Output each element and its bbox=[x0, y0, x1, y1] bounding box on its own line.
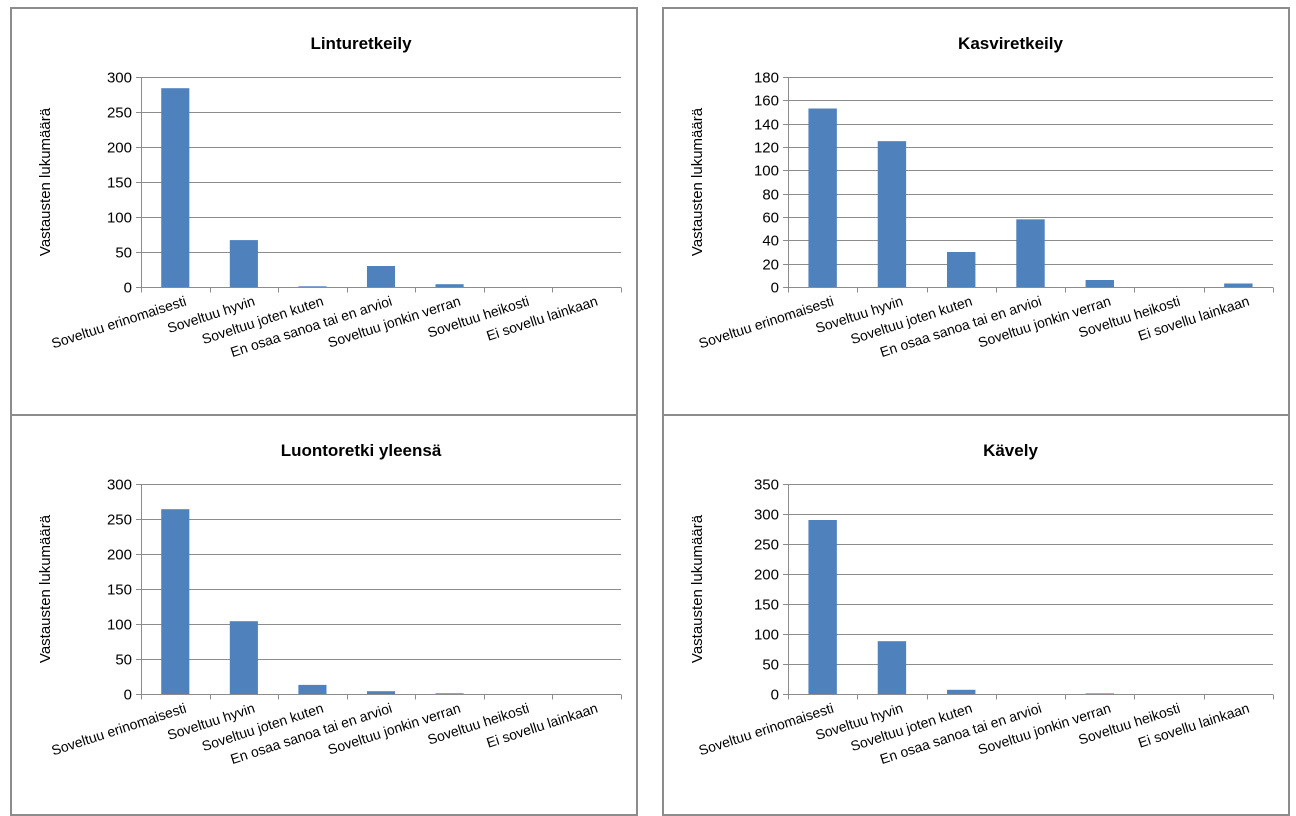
y-tick-label: 150 bbox=[107, 175, 132, 192]
y-tick-label: 160 bbox=[754, 93, 779, 110]
y-tick-label: 0 bbox=[124, 687, 132, 704]
y-tick-label: 0 bbox=[771, 280, 779, 297]
y-tick-label: 100 bbox=[754, 163, 779, 180]
y-tick-label: 50 bbox=[762, 657, 779, 674]
chart-luontoretki-yleensa: Luontoretki yleensä Vastausten lukumäärä 0… bbox=[37, 441, 622, 767]
bar bbox=[808, 520, 837, 694]
bar bbox=[1085, 280, 1114, 287]
chart-panel-linturetkeily: Linturetkeily Vastausten lukumäärä 0 50 100 1… bbox=[10, 7, 638, 416]
y-tick-label: 50 bbox=[115, 245, 132, 262]
bar bbox=[947, 252, 976, 287]
bar bbox=[947, 689, 976, 694]
chart-linturetkeily: Linturetkeily Vastausten lukumäärä 0 50 100 1… bbox=[37, 34, 622, 360]
y-tick-label: 350 bbox=[754, 477, 779, 494]
y-tick-label: 60 bbox=[762, 210, 779, 227]
y-tick-label: 200 bbox=[754, 567, 779, 584]
bar bbox=[1224, 283, 1253, 287]
bar bbox=[435, 284, 464, 287]
y-axis-title: Vastausten lukumäärä bbox=[37, 107, 54, 256]
y-tick-label: 120 bbox=[754, 140, 779, 157]
chart-title: Kasviretkeily bbox=[958, 34, 1063, 53]
y-axis-title: Vastausten lukumäärä bbox=[37, 514, 54, 663]
bar bbox=[366, 691, 396, 694]
bar bbox=[1085, 693, 1114, 694]
y-tick-label: 300 bbox=[107, 477, 132, 494]
y-tick-label: 250 bbox=[754, 537, 779, 554]
chart-kasviretkeily: Kasviretkeily Vastausten lukumäärä 0 20 40 60… bbox=[689, 34, 1274, 360]
bar bbox=[298, 684, 327, 694]
bar bbox=[808, 108, 837, 287]
y-tick-label: 0 bbox=[771, 687, 779, 704]
bar bbox=[298, 286, 327, 287]
y-axis-title: Vastausten lukumäärä bbox=[689, 107, 706, 256]
y-tick-label: 20 bbox=[762, 257, 779, 274]
bar bbox=[877, 141, 907, 287]
y-tick-label: 250 bbox=[107, 105, 132, 122]
y-tick-label: 100 bbox=[754, 627, 779, 644]
bar bbox=[366, 266, 396, 287]
y-tick-label: 40 bbox=[762, 233, 779, 250]
y-tick-label: 200 bbox=[107, 140, 132, 157]
y-tick-label: 300 bbox=[107, 70, 132, 87]
y-tick-label: 100 bbox=[107, 210, 132, 227]
chart-panel-kasviretkeily: Kasviretkeily Vastausten lukumäärä 0 20 40 60… bbox=[662, 7, 1290, 416]
y-tick-label: 80 bbox=[762, 187, 779, 204]
y-tick-label: 180 bbox=[754, 70, 779, 87]
bar bbox=[161, 509, 190, 694]
y-tick-label: 200 bbox=[107, 547, 132, 564]
chart-title: Luontoretki yleensä bbox=[281, 441, 442, 460]
bar bbox=[1016, 219, 1045, 287]
bar bbox=[877, 641, 907, 694]
y-tick-label: 150 bbox=[754, 597, 779, 614]
y-tick-label: 50 bbox=[115, 652, 132, 669]
chart-kavely: Kävely Vastausten lukumäärä 0 50 100 150 200 25… bbox=[689, 441, 1274, 767]
y-axis-title: Vastausten lukumäärä bbox=[689, 514, 706, 663]
chart-panel-luontoretki-yleensa: Luontoretki yleensä Vastausten lukumäärä 0… bbox=[10, 414, 638, 816]
chart-title: Linturetkeily bbox=[310, 34, 412, 53]
y-tick-label: 300 bbox=[754, 507, 779, 524]
y-tick-label: 0 bbox=[124, 280, 132, 297]
bar bbox=[229, 621, 258, 694]
chart-panel-kavely: Kävely Vastausten lukumäärä 0 50 100 150 200 25… bbox=[662, 414, 1290, 816]
y-tick-label: 150 bbox=[107, 582, 132, 599]
chart-title: Kävely bbox=[983, 441, 1038, 460]
y-tick-label: 250 bbox=[107, 512, 132, 529]
y-tick-label: 140 bbox=[754, 117, 779, 134]
bar bbox=[435, 693, 464, 694]
bar bbox=[229, 240, 258, 287]
y-tick-label: 100 bbox=[107, 617, 132, 634]
bar bbox=[161, 88, 190, 287]
